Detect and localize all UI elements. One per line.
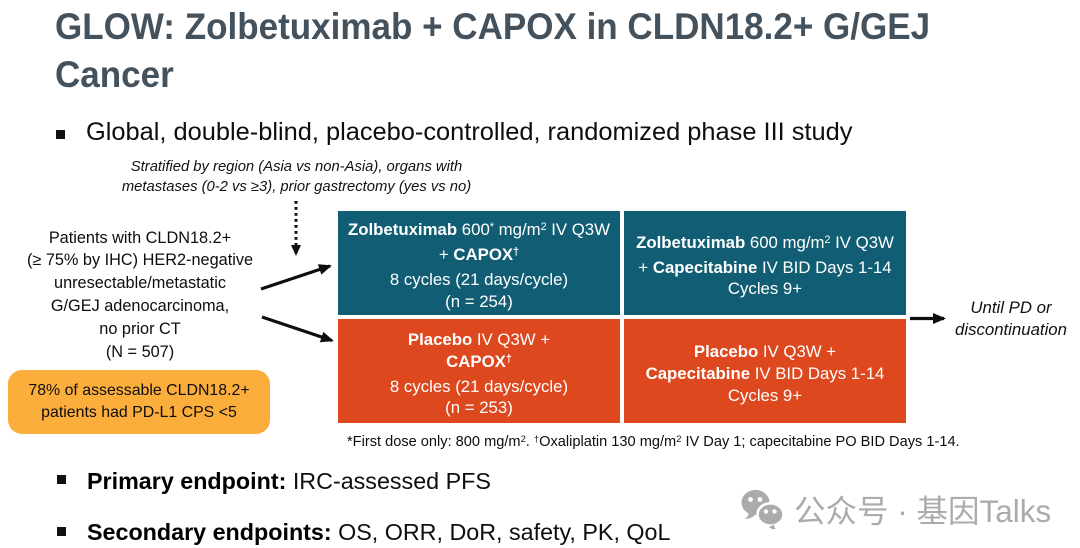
bullet-study-design: Global, double-blind, placebo-controlled… [86, 118, 853, 146]
stratification-note: Stratified by region (Asia vs non-Asia),… [121, 158, 472, 196]
footnote: *First dose only: 800 mg/m2. †Oxaliplati… [347, 433, 960, 450]
slide-title: GLOW: Zolbetuximab + CAPOX in CLDN18.2+ … [55, 6, 931, 95]
arm-box-zolbetuximab-capox: Zolbetuximab 600* mg/m2 IV Q3W + CAPOX† 8 … [338, 211, 620, 315]
primary-endpoint-label: Primary endpoint: [87, 468, 287, 494]
bullet-secondary-endpoints: Secondary endpoints: OS, ORR, DoR, safet… [87, 519, 670, 546]
arrow-to-placebo-arm [261, 315, 334, 343]
watermark: 公众号 · 基因Talks [740, 486, 1051, 532]
bullet-square-icon [57, 527, 66, 536]
wechat-icon [741, 489, 785, 529]
primary-endpoint-value: IRC-assessed PFS [286, 468, 491, 494]
watermark-text: 公众号 · 基因Talks [794, 493, 1052, 529]
arrow-to-zolbetuximab-arm [260, 264, 332, 291]
secondary-endpoints-value: OS, ORR, DoR, safety, PK, QoL [331, 519, 671, 545]
until-pd-note: Until PD or discontinuation [955, 298, 1067, 339]
pdl1-callout-box: 78% of assessable CLDN18.2+ patients had… [8, 370, 270, 434]
randomization-dotted-arrow [291, 201, 301, 256]
arm-box-placebo-capox: Placebo IV Q3W + CAPOX† 8 cycles (21 days/… [338, 319, 620, 423]
secondary-endpoints-label: Secondary endpoints: [87, 519, 332, 545]
arm-box-placebo-capecitabine: Placebo IV Q3W + Capecitabine IV BID Days… [624, 319, 906, 423]
population-text: Patients with CLDN18.2+ (≥ 75% by IHC) H… [26, 228, 254, 362]
arm-box-zolbetuximab-capecitabine: Zolbetuximab 600 mg/m2 IV Q3W + Capecitab… [624, 211, 906, 315]
bullet-primary-endpoint: Primary endpoint: IRC-assessed PFS [87, 468, 491, 495]
bullet-square-icon [57, 475, 66, 484]
bullet-square-icon [56, 130, 65, 139]
